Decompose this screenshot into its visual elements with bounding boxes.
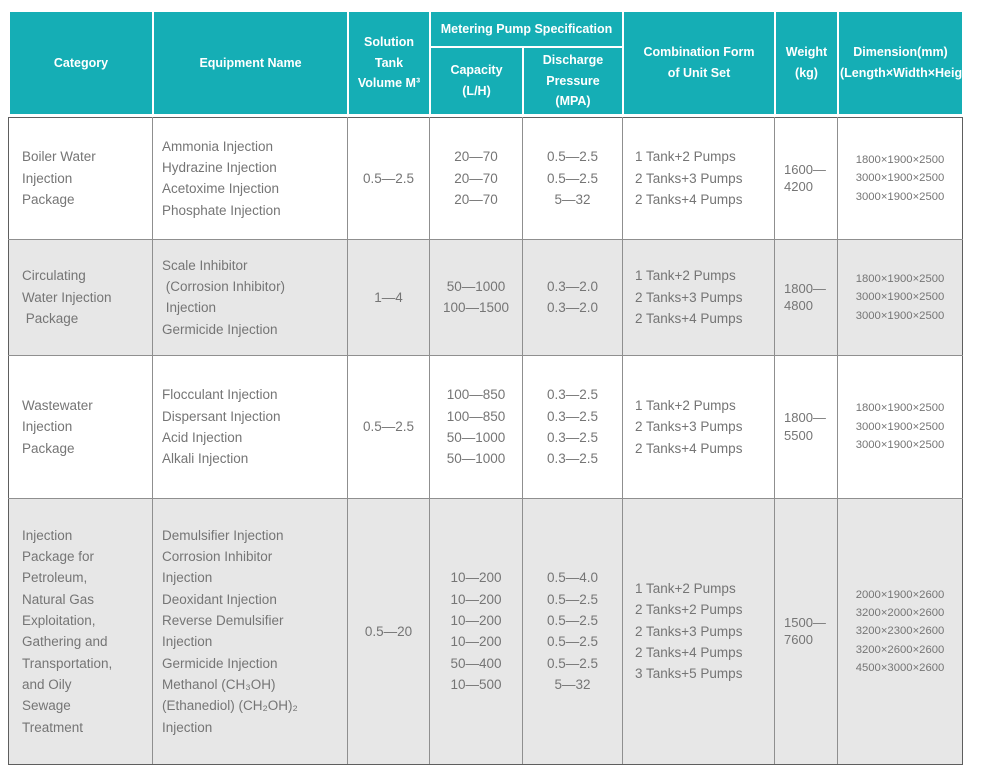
cell-combination-form: 1 Tank+2 Pumps 2 Tanks+3 Pumps 2 Tanks+4… xyxy=(622,116,775,240)
cell-combination-form: 1 Tank+2 Pumps 2 Tanks+2 Pumps 2 Tanks+3… xyxy=(622,497,775,765)
cell-discharge-pressure: 0.5—4.0 0.5—2.5 0.5—2.5 0.5—2.5 0.5—2.5 … xyxy=(522,497,623,765)
cell-weight: 1800— 5500 xyxy=(774,354,838,499)
cell-category: Wastewater Injection Package xyxy=(8,354,153,499)
cell-weight: 1800— 4800 xyxy=(774,238,838,356)
cell-tank-volume: 1—4 xyxy=(347,238,430,356)
cell-discharge-pressure: 0.5—2.5 0.5—2.5 5—32 xyxy=(522,116,623,240)
table-row-boiler-water: Boiler Water Injection Package Ammonia I… xyxy=(8,116,963,240)
cell-weight: 1500— 7600 xyxy=(774,497,838,765)
cell-equipment-name: Ammonia Injection Hydrazine Injection Ac… xyxy=(152,116,348,240)
cell-dimension: 1800×1900×2500 3000×1900×2500 3000×1900×… xyxy=(837,354,963,499)
cell-combination-form: 1 Tank+2 Pumps 2 Tanks+3 Pumps 2 Tanks+4… xyxy=(622,238,775,356)
cell-capacity: 20—70 20—70 20—70 xyxy=(429,116,523,240)
cell-dimension: 2000×1900×2600 3200×2000×2600 3200×2300×… xyxy=(837,497,963,765)
cell-tank-volume: 0.5—20 xyxy=(347,497,430,765)
cell-dimension: 1800×1900×2500 3000×1900×2500 3000×1900×… xyxy=(837,116,963,240)
table-row-wastewater: Wastewater Injection Package Flocculant … xyxy=(8,354,963,499)
cell-capacity: 100—850 100—850 50—1000 50—1000 xyxy=(429,354,523,499)
col-header-combination-form: Combination Form of Unit Set xyxy=(622,10,776,116)
cell-equipment-name: Demulsifier Injection Corrosion Inhibito… xyxy=(152,497,348,765)
col-header-metering-pump-spec: Metering Pump Specification xyxy=(429,10,624,48)
cell-dimension: 1800×1900×2500 3000×1900×2500 3000×1900×… xyxy=(837,238,963,356)
col-header-discharge-pressure: Discharge Pressure (MPA) xyxy=(522,46,624,116)
cell-tank-volume: 0.5—2.5 xyxy=(347,354,430,499)
cell-combination-form: 1 Tank+2 Pumps 2 Tanks+3 Pumps 2 Tanks+4… xyxy=(622,354,775,499)
cell-capacity: 10—200 10—200 10—200 10—200 50—400 10—50… xyxy=(429,497,523,765)
col-header-capacity: Capacity (L/H) xyxy=(429,46,524,116)
table-row-circulating-water: Circulating Water Injection Package Scal… xyxy=(8,238,963,356)
cell-tank-volume: 0.5—2.5 xyxy=(347,116,430,240)
cell-category: Injection Package for Petroleum, Natural… xyxy=(8,497,153,765)
spec-table-body: Boiler Water Injection Package Ammonia I… xyxy=(8,116,963,765)
col-header-weight: Weight (kg) xyxy=(774,10,839,116)
cell-category: Circulating Water Injection Package xyxy=(8,238,153,356)
col-header-equipment-name: Equipment Name xyxy=(152,10,349,116)
col-header-category: Category xyxy=(8,10,154,116)
cell-discharge-pressure: 0.3—2.0 0.3—2.0 xyxy=(522,238,623,356)
cell-category: Boiler Water Injection Package xyxy=(8,116,153,240)
cell-weight: 1600— 4200 xyxy=(774,116,838,240)
spec-table-header: Category Equipment Name Solution Tank Vo… xyxy=(8,10,978,116)
cell-discharge-pressure: 0.3—2.5 0.3—2.5 0.3—2.5 0.3—2.5 xyxy=(522,354,623,499)
col-header-dimension: Dimension(mm) (Length×Width×Height) xyxy=(837,10,978,116)
cell-equipment-name: Scale Inhibitor (Corrosion Inhibitor) In… xyxy=(152,238,348,356)
cell-equipment-name: Flocculant Injection Dispersant Injectio… xyxy=(152,354,348,499)
table-row-petroleum-injection: Injection Package for Petroleum, Natural… xyxy=(8,497,963,765)
col-header-solution-tank-volume: Solution Tank Volume M³ xyxy=(347,10,431,116)
cell-capacity: 50—1000 100—1500 xyxy=(429,238,523,356)
